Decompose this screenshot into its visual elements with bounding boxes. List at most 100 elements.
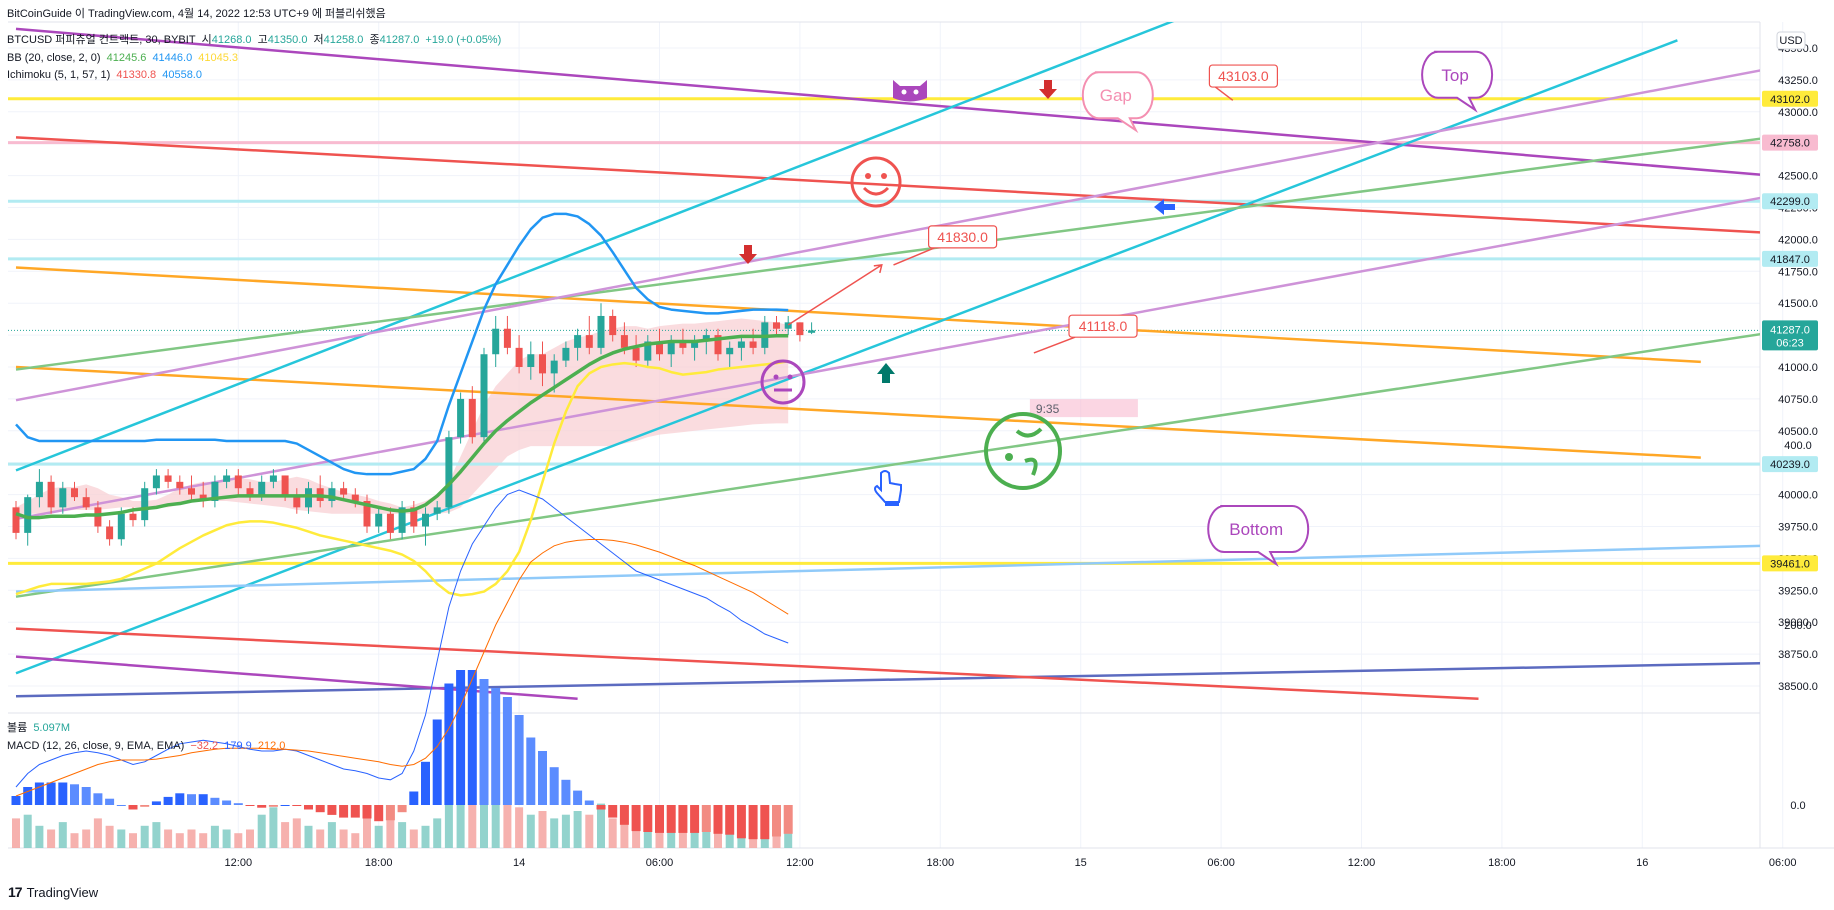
price-tag-label: 40239.0 [1770, 459, 1810, 471]
callout-box[interactable] [1208, 64, 1279, 88]
trend-line [15, 627, 1479, 701]
candle-body [188, 488, 195, 495]
price-tag-label: 42299.0 [1770, 196, 1810, 208]
volume-bar [47, 829, 56, 848]
last-price-tag[interactable] [1762, 320, 1818, 351]
volume-bar [304, 825, 313, 848]
time-tick-label: 06:00 [646, 857, 674, 869]
candle-body [574, 335, 582, 348]
price-tag[interactable] [1762, 90, 1818, 107]
macd-histogram-bar [105, 798, 115, 805]
volume-bar [187, 829, 196, 848]
macd-label[interactable]: MACD (12, 26, close, 9, EMA, EMA) [7, 740, 185, 752]
macd-histogram-bar [444, 683, 454, 805]
grid [8, 21, 1834, 849]
macd-histogram-bar [140, 805, 150, 807]
macd-axis[interactable]: 400.0 200.0 0.0 [1784, 440, 1812, 812]
legend-ichimoku[interactable]: Ichimoku (5, 1, 57, 1) 41330.8 40558.0 [7, 68, 205, 82]
price-tag[interactable] [1762, 193, 1818, 210]
tradingview-footer[interactable]: 17 TradingView [8, 884, 98, 900]
volume-label[interactable]: 볼륨 [7, 722, 28, 734]
symbol-label[interactable]: BTCUSD 퍼피츄얼 컨트랙트, 30, BYBIT [7, 34, 196, 46]
bb-lower-value: 41045.3 [198, 52, 239, 64]
volume-bar [398, 822, 407, 848]
bb-label[interactable]: BB (20, close, 2, 0) [7, 52, 101, 64]
candle-body [457, 398, 465, 438]
candle-body [234, 475, 242, 489]
legend-bb[interactable]: BB (20, close, 2, 0) 41245.6 41446.0 410… [7, 51, 241, 65]
macd-line [15, 489, 789, 788]
candle-body [410, 507, 418, 527]
speech-bubble[interactable] [1421, 50, 1494, 113]
price-tag-label: 43102.0 [1770, 94, 1810, 106]
price-tick-label: 39750.0 [1778, 522, 1818, 534]
macd-histogram-bar [187, 794, 196, 805]
volume-bar [702, 818, 711, 848]
volume-bar [152, 822, 161, 848]
ichimoku-label[interactable]: Ichimoku (5, 1, 57, 1) [7, 69, 111, 81]
macd-histogram-bar [315, 805, 325, 813]
candle-body [422, 513, 429, 527]
macd-histogram-bar [561, 779, 571, 805]
macd-histogram-bar [631, 805, 641, 832]
price-tag[interactable] [1762, 456, 1818, 473]
volume-bar [23, 814, 32, 848]
price-tick-label: 42000.0 [1778, 234, 1818, 246]
macd-histogram-bar [783, 805, 793, 834]
macd-histogram-bar [11, 796, 21, 805]
macd-histogram-bar [222, 800, 232, 805]
price-tick-label: 38500.0 [1778, 681, 1818, 693]
callout-box[interactable] [1068, 314, 1138, 338]
countdown-label: 06:23 [1776, 337, 1804, 349]
time-axis[interactable]: 12:00 18:00 14 06:00 12:00 18:00 15 06:00 12:00 1… [225, 857, 1797, 869]
volume-bar [257, 814, 266, 848]
candle-body [433, 507, 441, 514]
volume-bar [503, 799, 512, 848]
volume-bar [667, 818, 676, 848]
price-axis[interactable]: 43500.043250.043000.042750.042500.042250… [1762, 43, 1818, 693]
price-tick-label: 39000.0 [1778, 617, 1818, 629]
volume-bar [70, 833, 79, 848]
price-tag[interactable] [1762, 555, 1818, 572]
volume-bar [246, 829, 254, 848]
callout-label: 41118.0 [1079, 318, 1128, 334]
volume-bar [281, 822, 290, 848]
volume-bar [117, 829, 126, 848]
price-tag[interactable] [1762, 134, 1818, 151]
callout-box[interactable] [927, 225, 998, 249]
volume-bar [140, 825, 149, 848]
publisher-title: BitCoinGuide 이 TradingView.com, 4월 14, 2… [7, 8, 386, 20]
volume-bar [234, 833, 243, 848]
macd-histogram-bar [760, 805, 770, 840]
candle-body [527, 354, 535, 367]
macd-histogram-bar [292, 805, 302, 806]
speech-bubble[interactable] [1081, 71, 1154, 134]
legend-main[interactable]: BTCUSD 퍼피츄얼 컨트랙트, 30, BYBIT 시41268.0 고41… [7, 33, 504, 47]
volume-bar [772, 825, 781, 848]
price-tag[interactable] [1762, 250, 1818, 267]
macd-histogram-bar [70, 784, 79, 805]
time-tick-label: 18:00 [365, 857, 393, 869]
candle-body [656, 341, 663, 355]
annotations[interactable]: 43103.0 41830.0 41118.0 Top Gap Bottom 9:35 [787, 50, 1494, 567]
candle-body [24, 497, 32, 533]
speech-bubble[interactable] [1207, 505, 1310, 567]
pointing-hand-icon [874, 470, 902, 506]
macd-histogram-bar [690, 805, 700, 833]
trend-line [15, 137, 1760, 371]
arrow-down-icon [739, 245, 757, 264]
candle-body [796, 322, 804, 336]
time-tick-label: 15 [1075, 857, 1087, 869]
volume-bar [561, 814, 570, 848]
candle-body [468, 398, 476, 438]
ohlc-low: 저41258.0 [313, 34, 364, 46]
candle-body [59, 488, 67, 508]
volume-bar [35, 825, 44, 848]
legend-macd[interactable]: MACD (12, 26, close, 9, EMA, EMA) −32.2 … [7, 739, 288, 753]
legend-volume[interactable]: 볼륨 5.097M [7, 721, 73, 735]
macd-histogram-bar [46, 782, 56, 805]
macd-histogram-bar [210, 797, 220, 805]
macd-histogram-bar [538, 751, 547, 805]
callout-label: 41830.0 [937, 229, 988, 245]
